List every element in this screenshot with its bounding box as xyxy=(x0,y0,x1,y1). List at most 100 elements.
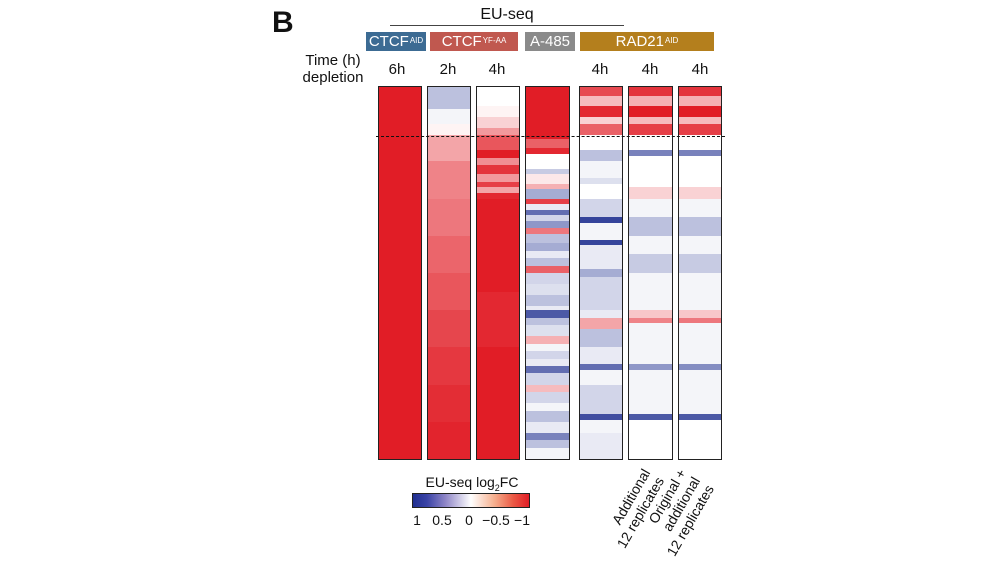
cutoff-dashed-line xyxy=(376,136,725,137)
heatmap-cell xyxy=(629,87,672,98)
heatmap-cell xyxy=(679,155,721,189)
heatmap-cell xyxy=(629,323,672,365)
colorbar-title-sub: 2 xyxy=(494,482,500,493)
heatmap-cell xyxy=(580,161,622,179)
colorbar-tick-0-5: 0.5 xyxy=(432,512,452,528)
heatmap-cell xyxy=(629,217,672,237)
condition-main: CTCF xyxy=(368,33,409,50)
heatmap-cell xyxy=(629,135,672,151)
heatmap-cell xyxy=(629,273,672,311)
heatmap-cell xyxy=(526,243,569,252)
heatmap-cell xyxy=(679,150,721,157)
heatmap-cell xyxy=(526,148,569,155)
heatmap-cell xyxy=(428,198,470,237)
heatmap-cell xyxy=(679,414,721,421)
heatmap-cell xyxy=(580,87,622,98)
heatmap-cell xyxy=(580,178,622,185)
colorbar xyxy=(412,493,530,508)
condition-main: CTCF xyxy=(441,33,482,50)
heatmap-cell xyxy=(580,414,622,421)
heatmap-cell xyxy=(629,96,672,107)
heatmap-cell xyxy=(526,384,569,393)
heatmap-cell xyxy=(679,96,721,107)
heatmap-cell xyxy=(629,150,672,157)
heatmap-cell xyxy=(477,87,519,107)
condition-sup: AID xyxy=(409,36,424,45)
heatmap-cell xyxy=(679,254,721,274)
heatmap-cell xyxy=(477,165,519,176)
heatmap-cell xyxy=(580,245,622,271)
heatmap-cell xyxy=(526,295,569,308)
heatmap-cell xyxy=(679,235,721,256)
heatmap-cell xyxy=(477,181,519,189)
heatmap-cell xyxy=(526,273,569,285)
heatmap-cell xyxy=(526,284,569,297)
heatmap-cell xyxy=(580,239,622,246)
time-label-col-2: 2h xyxy=(439,61,457,78)
colorbar-tick-neg-0-5: −0.5 xyxy=(482,512,510,528)
heatmap-cell xyxy=(477,150,519,159)
heatmap-cell xyxy=(580,347,622,365)
heatmap-cell xyxy=(526,233,569,244)
heatmap-cell xyxy=(526,250,569,259)
heatmap-cell xyxy=(526,183,569,191)
heatmap-column-3 xyxy=(476,86,520,460)
heatmap-cell xyxy=(526,87,569,140)
condition-label-ctcf-aid: CTCFAID xyxy=(366,32,426,51)
heatmap-cell xyxy=(526,258,569,267)
heatmap-cell xyxy=(526,139,569,150)
heatmap-column-1 xyxy=(378,86,422,460)
heatmap-cell xyxy=(526,168,569,176)
heatmap-cell xyxy=(477,135,519,151)
heatmap-cell xyxy=(580,124,622,137)
heatmap-cell xyxy=(526,343,569,352)
heatmap-cell xyxy=(629,317,672,324)
heatmap-cell xyxy=(679,364,721,371)
heatmap-cell xyxy=(629,124,672,137)
heatmap-cell xyxy=(526,366,569,375)
heatmap-column-4 xyxy=(525,86,570,460)
heatmap-cell xyxy=(629,198,672,218)
assay-bracket-line xyxy=(390,25,624,26)
heatmap-cell xyxy=(526,209,569,217)
heatmap-cell xyxy=(580,310,622,319)
heatmap-cell xyxy=(477,187,519,194)
condition-sup: AID xyxy=(665,36,679,45)
heatmap-cell xyxy=(526,174,569,185)
heatmap-cell xyxy=(580,198,622,218)
condition-sup: YF-AA xyxy=(482,36,507,45)
heatmap-cell xyxy=(526,373,569,386)
heatmap-cell xyxy=(580,183,622,200)
heatmap-cell xyxy=(428,135,470,163)
heatmap-cell xyxy=(679,105,721,118)
heatmap-cell xyxy=(580,222,622,241)
heatmap-cell xyxy=(526,447,569,459)
heatmap-cell xyxy=(580,328,622,349)
heatmap-cell xyxy=(629,364,672,371)
heatmap-cell xyxy=(526,215,569,222)
heatmap-cell xyxy=(580,432,622,459)
heatmap-cell xyxy=(679,310,721,319)
heatmap-cell xyxy=(477,127,519,137)
colorbar-title-end: FC xyxy=(499,474,519,490)
heatmap-cell xyxy=(679,273,721,311)
heatmap-cell xyxy=(580,364,622,371)
time-label-col-7: 4h xyxy=(691,61,709,78)
heatmap-cell xyxy=(526,336,569,345)
heatmap-column-2 xyxy=(427,86,471,460)
condition-main: RAD21 xyxy=(615,33,664,50)
heatmap-cell xyxy=(428,273,470,311)
colorbar-tick-0: 0 xyxy=(465,512,473,528)
heatmap-cell xyxy=(428,384,470,423)
heatmap-column-6 xyxy=(628,86,673,460)
heatmap-cell xyxy=(629,116,672,125)
heatmap-cell xyxy=(526,358,569,367)
heatmap-cell xyxy=(679,87,721,98)
heatmap-cell xyxy=(679,317,721,324)
heatmap-cell xyxy=(580,217,622,224)
row-label-line-1: Time (h) xyxy=(305,52,361,69)
heatmap-cell xyxy=(679,369,721,416)
heatmap-cell xyxy=(477,193,519,200)
heatmap-cell xyxy=(526,392,569,404)
heatmap-cell xyxy=(580,135,622,151)
